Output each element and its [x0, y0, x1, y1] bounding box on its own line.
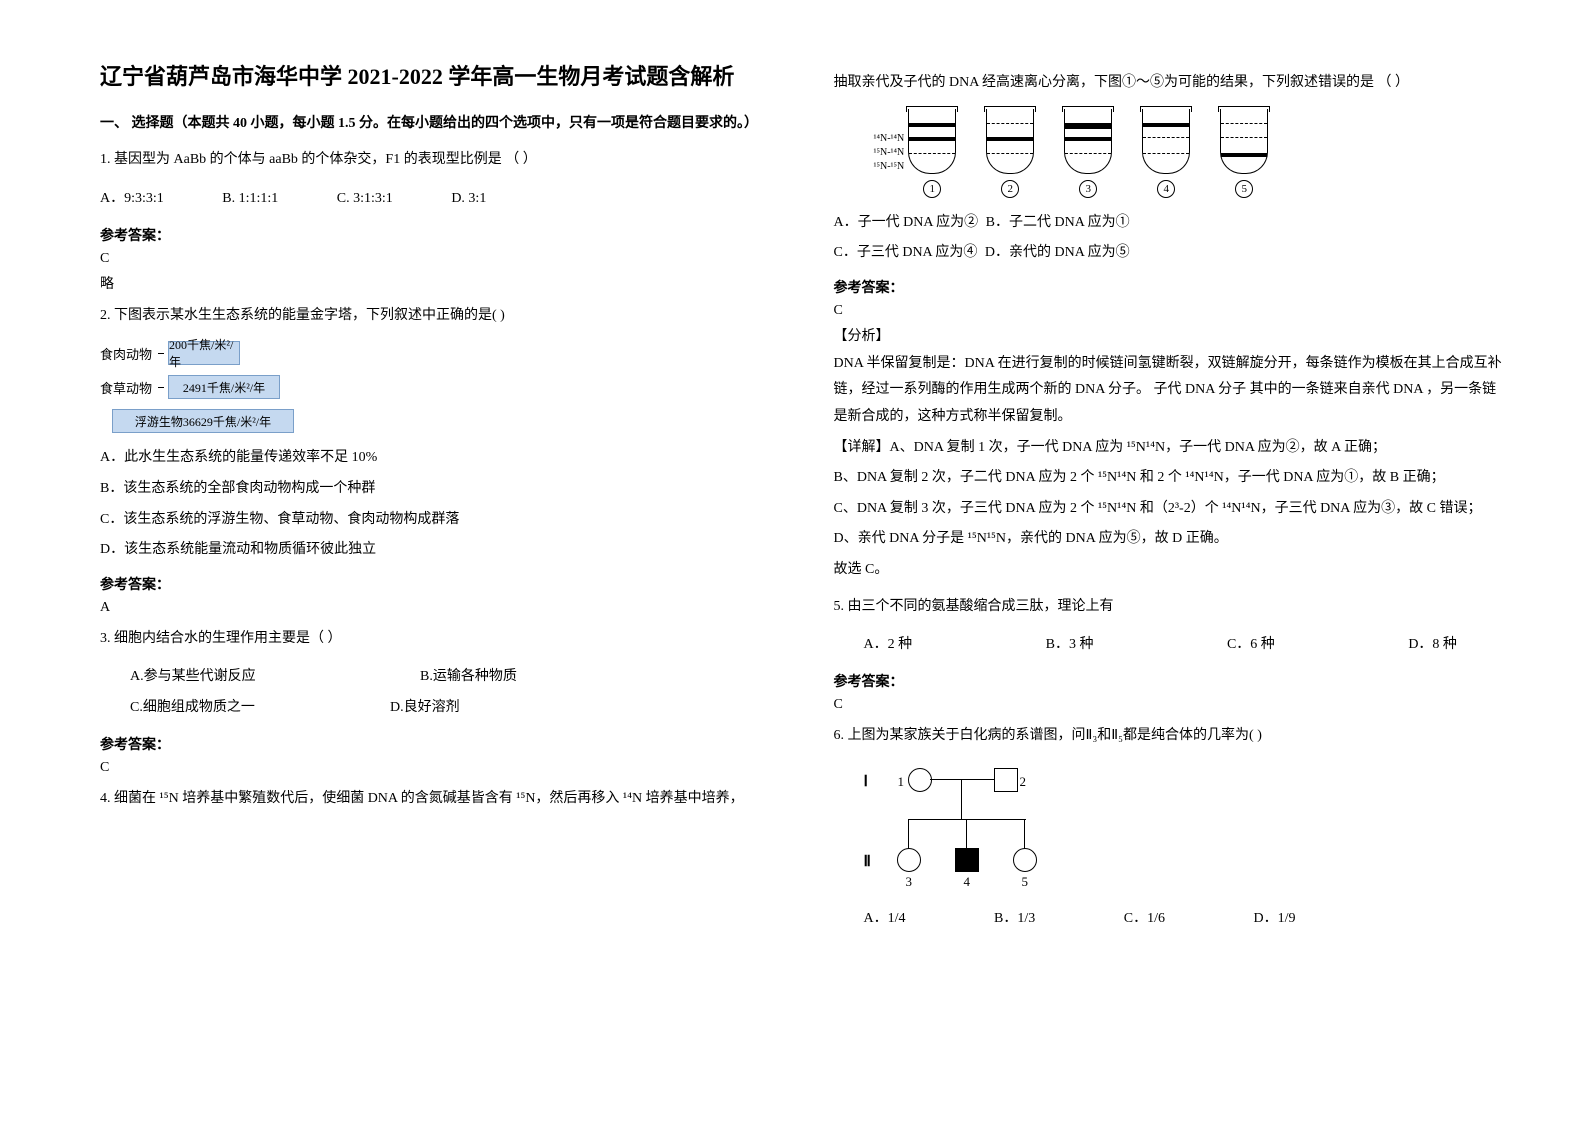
- q4-analysis: DNA 半保留复制是：DNA 在进行复制的时候链间氢键断裂，双链解旋分开，每条链…: [834, 351, 1508, 431]
- q2-optC: C．该生态系统的浮游生物、食草动物、食肉动物构成群落: [100, 507, 774, 534]
- ped-II-4-num: 4: [964, 874, 971, 890]
- ped-II-3-num: 3: [906, 874, 913, 890]
- gen-2-label: Ⅱ: [864, 852, 871, 871]
- label-15n14n: ¹⁵N-¹⁴N: [874, 146, 905, 160]
- q5-optB: B．3 种: [1046, 630, 1094, 661]
- plankton-box: 浮游生物36629千焦/米²/年: [112, 409, 294, 433]
- q4-stem-part1: 4. 细菌在 ¹⁵N 培养基中繁殖数代后，使细菌 DNA 的含氮碱基皆含有 ¹⁵…: [100, 786, 774, 813]
- tube-num-1: 1: [923, 180, 941, 198]
- q2-optA: A．此水生生态系统的能量传递效率不足 10%: [100, 445, 774, 472]
- ped-II-3: [897, 848, 921, 872]
- q3-optD: D.良好溶剂: [390, 693, 460, 724]
- right-column: 抽取亲代及子代的 DNA 经高速离心分离，下图①～⑤为可能的结果，下列叙述错误的…: [834, 60, 1508, 942]
- q5-optD: D．8 种: [1408, 630, 1457, 661]
- tube-num-5: 5: [1235, 180, 1253, 198]
- section-heading: 一、 选择题（本题共 40 小题，每小题 1.5 分。在每小题给出的四个选项中，…: [100, 113, 774, 135]
- page-container: 辽宁省葫芦岛市海华中学 2021-2022 学年高一生物月考试题含解析 一、 选…: [0, 0, 1587, 982]
- q2-stem: 2. 下图表示某水生生态系统的能量金字塔，下列叙述中正确的是( ): [100, 303, 774, 330]
- q6-optA: A．1/4: [864, 904, 906, 935]
- q1-optA: A．9:3:3:1: [100, 184, 164, 215]
- herbivore-box: 2491千焦/米²/年: [168, 375, 280, 399]
- q2-answer: A: [100, 600, 774, 616]
- ped-I-1: [908, 768, 932, 792]
- q4-optB: B．子二代 DNA 应为①: [986, 215, 1130, 230]
- carnivore-box: 200千焦/米²/年: [168, 341, 240, 365]
- q3-optB: B.运输各种物质: [390, 662, 517, 693]
- q3-stem: 3. 细胞内结合水的生理作用主要是（ ）: [100, 626, 774, 653]
- tube-1: 1: [908, 109, 956, 198]
- q4-analysis-label: 【分析】: [834, 325, 1508, 345]
- ped-I-2-num: 2: [1020, 774, 1027, 790]
- q2-optB: B．该生态系统的全部食肉动物构成一个种群: [100, 476, 774, 503]
- ped-II-5: [1013, 848, 1037, 872]
- label-14n14n: ¹⁴N-¹⁴N: [874, 132, 905, 146]
- q3-optA: A.参与某些代谢反应: [100, 662, 390, 693]
- q5-options: A．2 种 B．3 种 C．6 种 D．8 种: [834, 630, 1508, 661]
- q1-optD: D. 3:1: [451, 184, 486, 215]
- q1-abbrev: 略: [100, 273, 774, 293]
- energy-pyramid: 食肉动物 200千焦/米²/年 食草动物 2491千焦/米²/年 浮游生物366…: [100, 341, 774, 433]
- herbivore-label: 食草动物: [100, 378, 152, 397]
- q4-optC: C．子三代 DNA 应为④: [834, 245, 978, 260]
- q5-answer-label: 参考答案：: [834, 671, 1508, 691]
- q4-optsAB: A．子一代 DNA 应为② B．子二代 DNA 应为①: [834, 210, 1508, 237]
- q4-stem-part2: 抽取亲代及子代的 DNA 经高速离心分离，下图①～⑤为可能的结果，下列叙述错误的…: [834, 70, 1508, 97]
- tube-5: 5: [1220, 109, 1268, 198]
- q5-optC: C．6 种: [1227, 630, 1275, 661]
- tube-2: 2: [986, 109, 1034, 198]
- carnivore-label: 食肉动物: [100, 344, 152, 363]
- gen-1-label: Ⅰ: [864, 772, 868, 791]
- q3-options: A.参与某些代谢反应 B.运输各种物质 C.细胞组成物质之一 D.良好溶剂: [100, 662, 774, 724]
- q5-optA: A．2 种: [864, 630, 913, 661]
- q5-stem: 5. 由三个不同的氨基酸缩合成三肽，理论上有: [834, 594, 1508, 621]
- q4-optD: D．亲代的 DNA 应为⑤: [985, 245, 1130, 260]
- label-15n15n: ¹⁵N-¹⁵N: [874, 160, 905, 174]
- tube-num-4: 4: [1157, 180, 1175, 198]
- detail-label-text: 【详解】: [834, 440, 890, 455]
- q1-stem: 1. 基因型为 AaBb 的个体与 aaBb 的个体杂交，F1 的表现型比例是 …: [100, 147, 774, 174]
- q4-optsCD: C．子三代 DNA 应为④ D．亲代的 DNA 应为⑤: [834, 240, 1508, 267]
- ped-I-1-num: 1: [898, 774, 905, 790]
- q2-optD: D．该生态系统能量流动和物质循环彼此独立: [100, 537, 774, 564]
- tube-3: 3: [1064, 109, 1112, 198]
- q1-optB: B. 1:1:1:1: [222, 184, 278, 215]
- q4-detailD: D、亲代 DNA 分子是 ¹⁵N¹⁵N，亲代的 DNA 应为⑤，故 D 正确。: [834, 526, 1508, 553]
- q6-optD: D．1/9: [1253, 904, 1295, 935]
- q3-answer-label: 参考答案：: [100, 734, 774, 754]
- q4-detailC: C、DNA 复制 3 次，子三代 DNA 应为 2 个 ¹⁵N¹⁴N 和（2³-…: [834, 496, 1508, 523]
- q4-detail-label: 【详解】A、DNA 复制 1 次，子一代 DNA 应为 ¹⁵N¹⁴N，子一代 D…: [834, 435, 1508, 462]
- tube-4: 4: [1142, 109, 1190, 198]
- q1-options: A．9:3:3:1 B. 1:1:1:1 C. 3:1:3:1 D. 3:1: [100, 184, 774, 215]
- ped-I-2: [994, 768, 1018, 792]
- q4-conclusion: 故选 C。: [834, 557, 1508, 584]
- q4-detailB: B、DNA 复制 2 次，子二代 DNA 应为 2 个 ¹⁵N¹⁴N 和 2 个…: [834, 465, 1508, 492]
- ped-II-4: [955, 848, 979, 872]
- q3-answer: C: [100, 760, 774, 776]
- q1-optC: C. 3:1:3:1: [337, 184, 393, 215]
- q1-answer: C: [100, 251, 774, 267]
- q2-answer-label: 参考答案：: [100, 574, 774, 594]
- ped-II-5-num: 5: [1022, 874, 1029, 890]
- q4-optA: A．子一代 DNA 应为②: [834, 215, 979, 230]
- q6-stem: 6. 上图为某家族关于白化病的系谱图，问Ⅱ₃和Ⅱ₅都是纯合体的几率为( ): [834, 723, 1508, 750]
- doc-title: 辽宁省葫芦岛市海华中学 2021-2022 学年高一生物月考试题含解析: [100, 60, 774, 93]
- tube-side-labels: ¹⁴N-¹⁴N ¹⁵N-¹⁴N ¹⁵N-¹⁵N: [874, 132, 905, 174]
- tube-num-3: 3: [1079, 180, 1097, 198]
- centrifuge-tubes: ¹⁴N-¹⁴N ¹⁵N-¹⁴N ¹⁵N-¹⁵N 1: [874, 109, 1508, 198]
- q5-answer: C: [834, 697, 1508, 713]
- q6-options: A．1/4 B．1/3 C．1/6 D．1/9: [834, 904, 1508, 935]
- q6-optB: B．1/3: [994, 904, 1035, 935]
- q4-answer-label: 参考答案：: [834, 277, 1508, 297]
- q4-detailA: A、DNA 复制 1 次，子一代 DNA 应为 ¹⁵N¹⁴N，子一代 DNA 应…: [890, 440, 1387, 455]
- q1-answer-label: 参考答案：: [100, 225, 774, 245]
- pedigree-chart: Ⅰ Ⅱ 1 2 3 4 5: [864, 762, 1124, 892]
- q3-optC: C.细胞组成物质之一: [100, 693, 390, 724]
- left-column: 辽宁省葫芦岛市海华中学 2021-2022 学年高一生物月考试题含解析 一、 选…: [100, 60, 774, 942]
- tube-num-2: 2: [1001, 180, 1019, 198]
- q4-answer: C: [834, 303, 1508, 319]
- q6-optC: C．1/6: [1124, 904, 1165, 935]
